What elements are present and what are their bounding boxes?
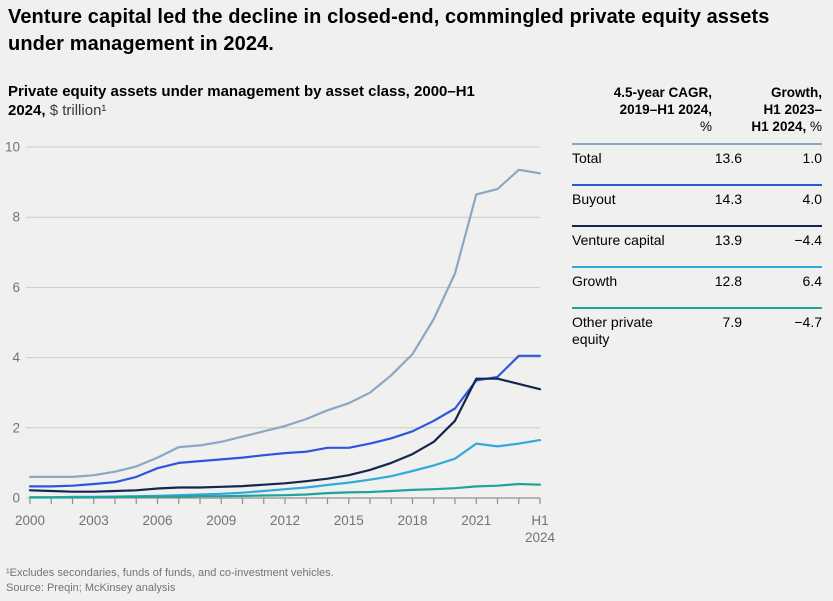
- row-label: Total: [572, 150, 602, 166]
- row-label: Venture capital: [572, 232, 665, 248]
- row-cagr-value: 13.6: [714, 150, 742, 166]
- row-cagr-value: 12.8: [714, 273, 742, 289]
- x-axis-tick-label: 2009: [206, 513, 236, 528]
- chart-line-buyout: [28, 354, 542, 488]
- y-axis-tick-label: 2: [12, 420, 20, 435]
- table-row-other-private-equity: Other private equity 7.9 −4.7: [572, 307, 822, 350]
- footnotes: ¹Excludes secondaries, funds of funds, a…: [6, 566, 334, 595]
- chart-line-venture-capital: [28, 377, 542, 493]
- x-axis-tick-label: 2000: [15, 513, 45, 528]
- row-growth-value: −4.7: [794, 314, 822, 330]
- chart-subtitle-bold: Private equity assets under management b…: [8, 83, 475, 119]
- table-row-total: Total 13.6 1.0: [572, 143, 822, 184]
- x-axis-tick-label: 2003: [79, 513, 109, 528]
- x-axis-tick-label: 2018: [397, 513, 427, 528]
- row-label: Buyout: [572, 191, 616, 207]
- summary-table: 4.5-year CAGR, 2019–H1 2024, % Growth, H…: [572, 84, 822, 350]
- table-row-growth: Growth 12.8 6.4: [572, 266, 822, 307]
- footnote-text: ¹Excludes secondaries, funds of funds, a…: [6, 567, 334, 579]
- chart-line-growth: [28, 439, 542, 499]
- row-label: Other private equity: [572, 314, 653, 347]
- header-growth-column: Growth, H1 2023– H1 2024, %: [751, 85, 822, 134]
- x-axis-tick-label: 2012: [270, 513, 300, 528]
- y-axis-tick-label: 6: [12, 280, 20, 295]
- x-axis-tick-label: 2015: [334, 513, 364, 528]
- row-growth-value: 6.4: [802, 273, 822, 289]
- header-cagr-column: 4.5-year CAGR, 2019–H1 2024, %: [613, 85, 712, 134]
- chart-line-other-private-equity: [28, 482, 542, 499]
- chart-subtitle: Private equity assets under management b…: [8, 82, 478, 120]
- row-growth-value: 4.0: [802, 191, 822, 207]
- row-growth-value: 1.0: [802, 150, 822, 166]
- y-axis-tick-label: 8: [12, 210, 20, 225]
- row-cagr-value: 7.9: [722, 314, 742, 330]
- y-axis-tick-label: 0: [12, 491, 20, 506]
- summary-table-header: 4.5-year CAGR, 2019–H1 2024, % Growth, H…: [572, 84, 822, 143]
- y-axis-tick-label: 4: [12, 350, 20, 365]
- source-text: Source: Preqin; McKinsey analysis: [6, 581, 176, 594]
- figure-title: Venture capital led the decline in close…: [8, 6, 770, 55]
- y-axis-tick-label: 10: [5, 140, 20, 155]
- table-row-buyout: Buyout 14.3 4.0: [572, 184, 822, 225]
- row-cagr-value: 13.9: [714, 232, 742, 248]
- x-axis-tick-label: H1 2024: [525, 513, 556, 545]
- x-axis-tick-label: 2021: [461, 513, 491, 528]
- table-row-venture-capital: Venture capital 13.9 −4.4: [572, 225, 822, 266]
- row-growth-value: −4.4: [794, 232, 822, 248]
- aum-line-chart: 0 2 4 6 8 10 2000 2003 2006 2009 2012 2015 2018 2021 H…: [5, 140, 556, 546]
- x-axis-tick-label: 2006: [142, 513, 172, 528]
- chart-unit-label: $ trillion¹: [49, 102, 107, 119]
- chart-line-total: [28, 168, 542, 478]
- row-label: Growth: [572, 273, 618, 289]
- row-cagr-value: 14.3: [714, 191, 742, 207]
